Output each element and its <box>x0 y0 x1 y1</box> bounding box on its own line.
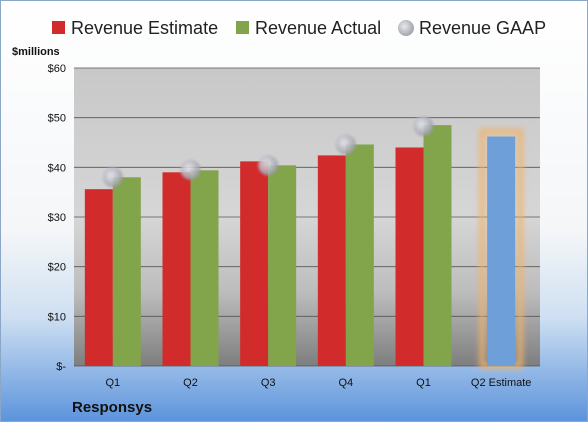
unit-label: $millions <box>12 46 60 58</box>
bar-revenue-actual <box>423 125 452 366</box>
x-tick-label: Q2 Estimate <box>471 377 532 389</box>
y-tick-label: $60 <box>48 63 66 75</box>
bar-q2-estimate <box>487 136 516 366</box>
company-label: Responsys <box>72 399 152 416</box>
bar-revenue-estimate <box>240 161 269 366</box>
bar-revenue-actual <box>190 170 219 366</box>
y-tick-label: $40 <box>48 162 66 174</box>
bar-revenue-actual <box>345 144 374 366</box>
legend: Revenue Estimate Revenue Actual Revenue GA… <box>52 18 546 38</box>
bar-revenue-estimate <box>395 147 424 366</box>
y-tick-label: $30 <box>48 212 66 224</box>
y-tick-label: $20 <box>48 262 66 274</box>
legend-label: Revenue Actual <box>255 18 381 38</box>
marker-revenue-gaap <box>335 134 356 155</box>
x-tick-label: Q1 <box>416 377 431 389</box>
bar-revenue-actual <box>268 165 297 366</box>
y-tick-label: $50 <box>48 113 66 125</box>
legend-swatch-revenue-gaap <box>398 20 414 36</box>
bar-revenue-actual <box>112 177 141 366</box>
x-tick-label: Q4 <box>338 377 353 389</box>
bar-revenue-estimate <box>162 172 191 366</box>
bar-revenue-estimate <box>84 189 113 366</box>
legend-label: Revenue GAAP <box>419 18 546 38</box>
y-tick-label: $- <box>56 361 66 373</box>
marker-revenue-gaap <box>180 159 201 180</box>
marker-revenue-gaap <box>258 155 279 176</box>
marker-revenue-gaap <box>413 116 434 137</box>
x-tick-label: Q1 <box>105 377 120 389</box>
plot-area: $- $10 $20 $30 $40 $50 $60 Q1 Q2 Q3 Q4 Q1 Q2 Estimat… <box>48 63 540 389</box>
x-tick-label: Q3 <box>261 377 276 389</box>
bar-revenue-estimate <box>317 155 346 366</box>
legend-swatch <box>236 21 249 34</box>
x-tick-label: Q2 <box>183 377 198 389</box>
legend-swatch <box>52 21 65 34</box>
y-tick-label: $10 <box>48 311 66 323</box>
marker-revenue-gaap <box>102 167 123 188</box>
legend-label: Revenue Estimate <box>71 18 218 38</box>
